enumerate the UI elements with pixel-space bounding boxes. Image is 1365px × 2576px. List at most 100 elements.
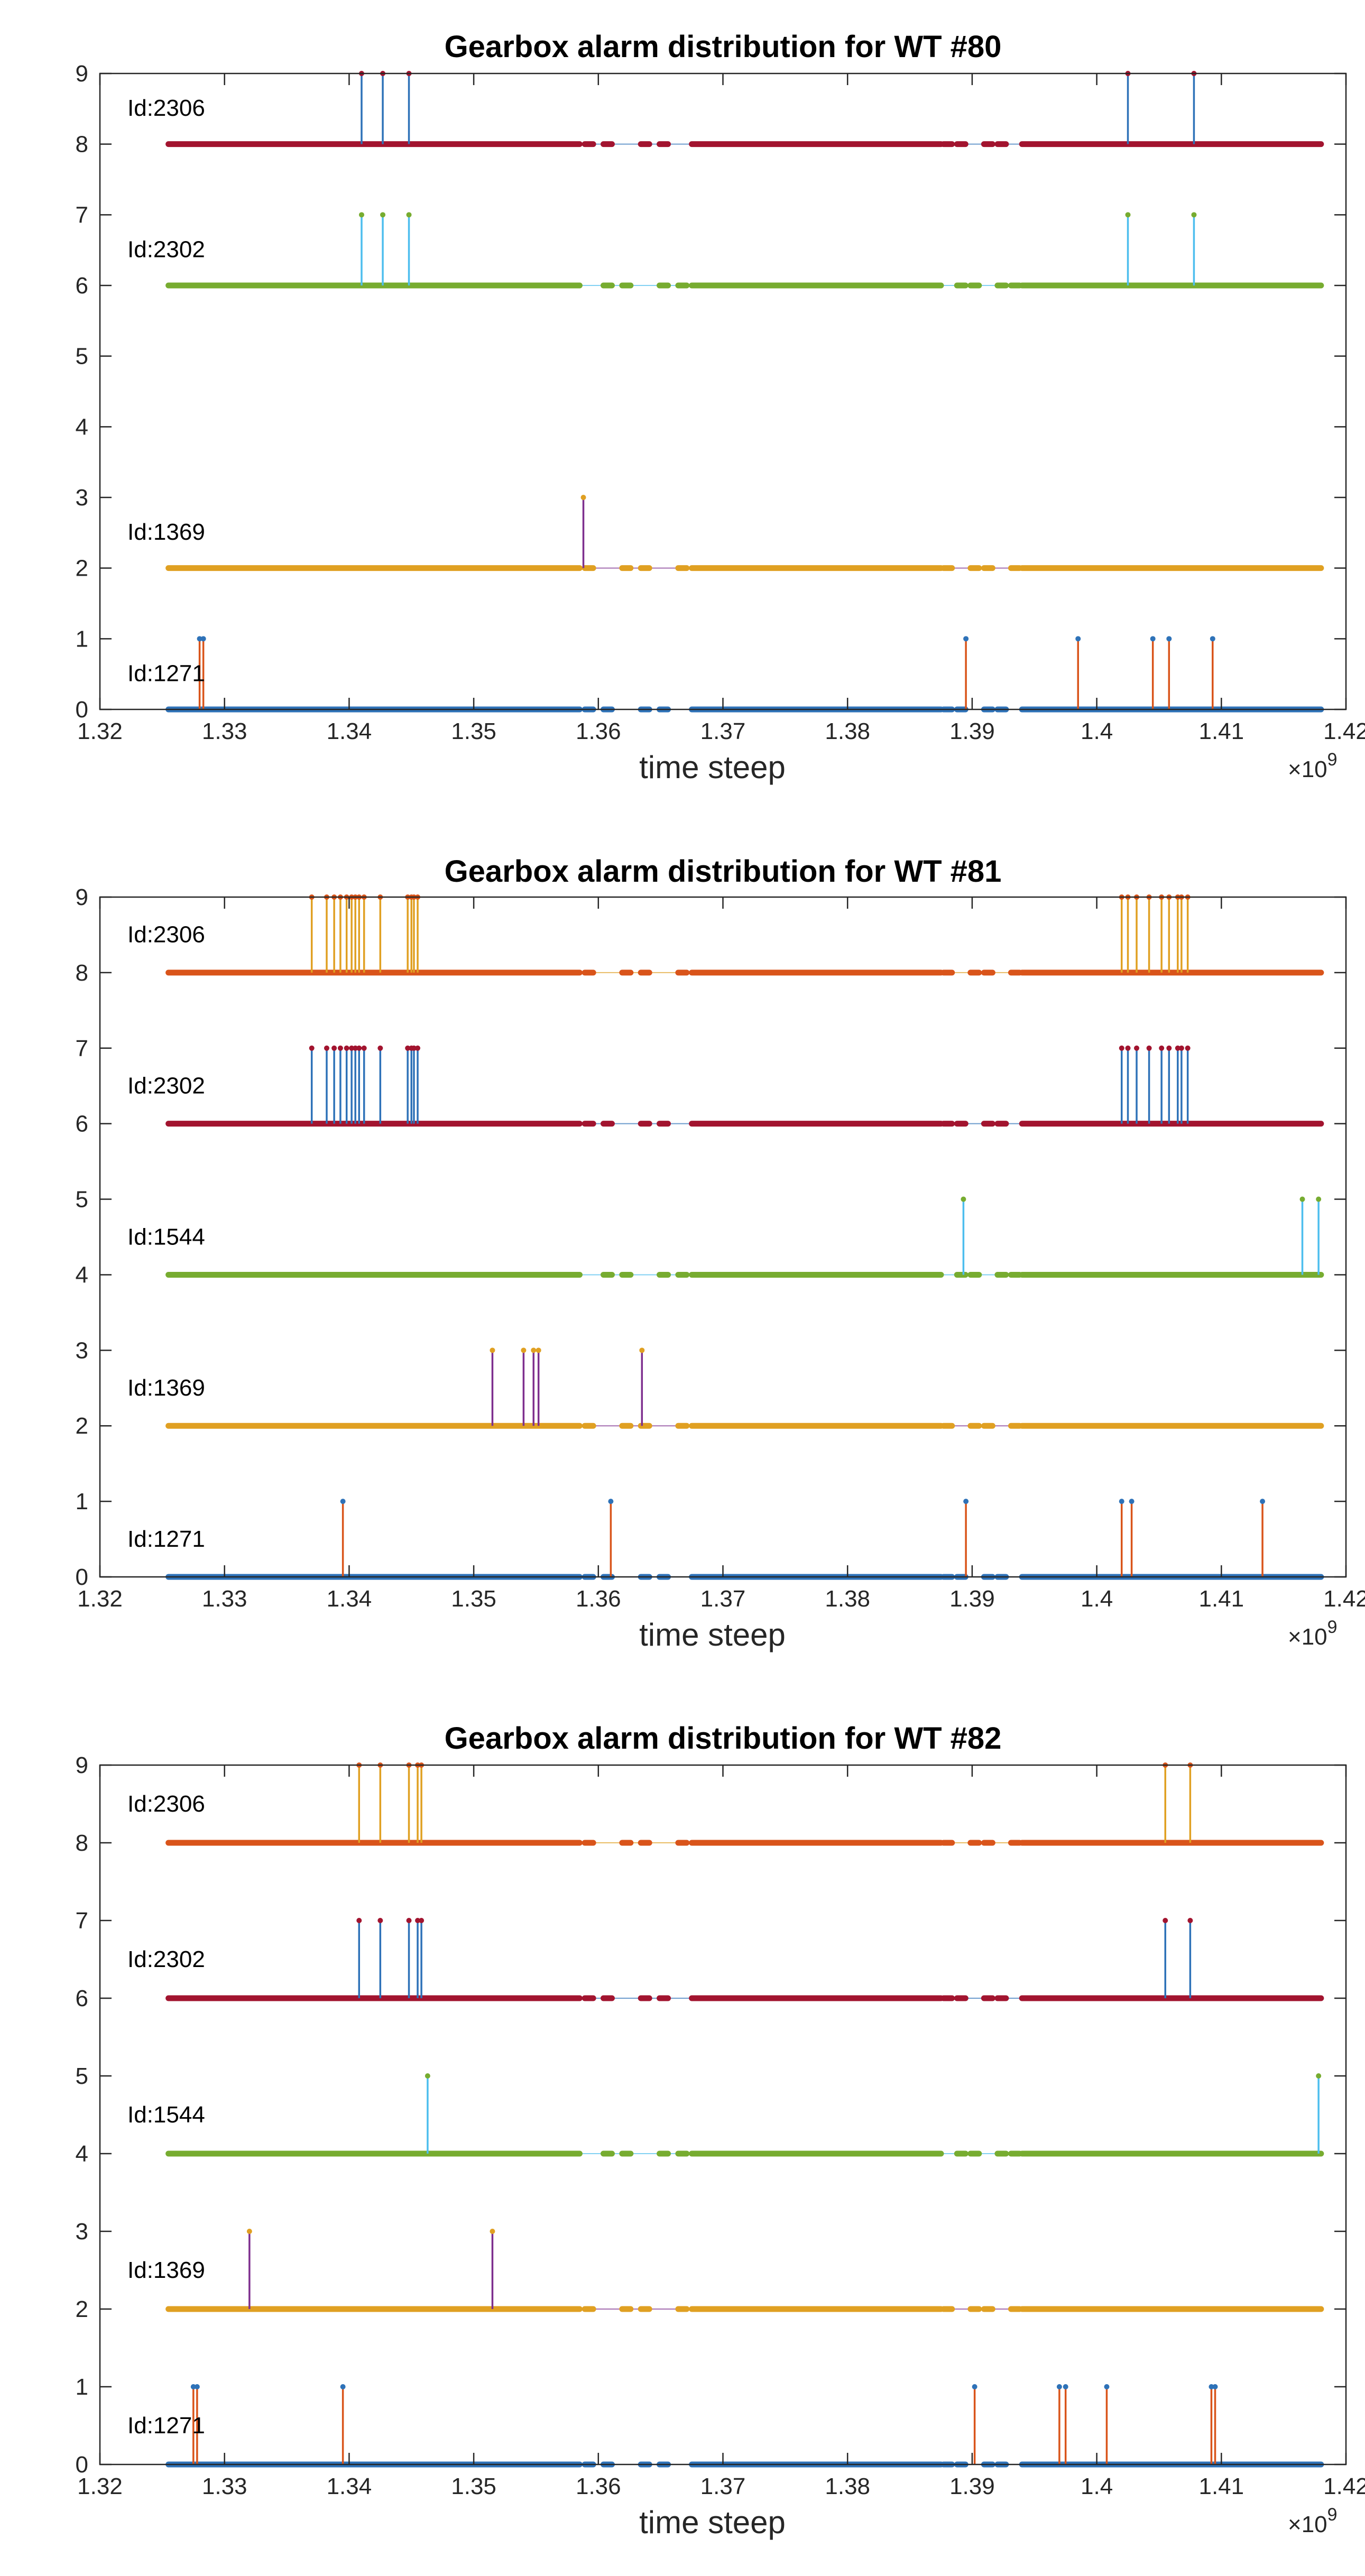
x-tick-label: 1.35 <box>451 2473 496 2499</box>
alarm-point <box>324 1045 329 1051</box>
series-Id-1544: Id:1544 <box>127 2073 1324 2157</box>
series-Id-1369: Id:1369 <box>127 1347 1324 1429</box>
alarm-point <box>1119 1045 1124 1051</box>
series-Id-1369: Id:1369 <box>127 495 1324 571</box>
alarm-point <box>331 1045 337 1051</box>
y-tick-label: 4 <box>76 2141 88 2167</box>
alarm-point <box>1175 1045 1180 1051</box>
series-Id-1369: Id:1369 <box>127 2229 1324 2312</box>
alarm-point <box>1125 1045 1131 1051</box>
series-Id-2306: Id:2306 <box>127 71 1324 147</box>
y-tick-label: 2 <box>76 1413 88 1439</box>
y-tick-label: 5 <box>76 2063 88 2089</box>
series-label: Id:2302 <box>127 1946 205 1972</box>
y-tick-label: 3 <box>76 485 88 511</box>
y-tick-label: 5 <box>76 1187 88 1213</box>
alarm-point <box>361 1045 367 1051</box>
series-label: Id:1271 <box>127 1526 205 1552</box>
x-tick-label: 1.36 <box>576 718 621 744</box>
alarm-point <box>340 1499 346 1504</box>
x-tick-label: 1.41 <box>1198 1586 1244 1612</box>
alarm-point <box>246 2229 252 2234</box>
series-label: Id:1271 <box>127 2413 205 2439</box>
chart-panel-0: Gearbox alarm distribution for WT #80 Id:… <box>76 30 1365 785</box>
y-tick-label: 4 <box>76 414 88 440</box>
y-tick-label: 3 <box>76 2219 88 2245</box>
x-axis-label: time steep <box>639 1617 786 1652</box>
x-tick-label: 1.42 <box>1323 2473 1365 2499</box>
alarm-point <box>349 1045 355 1051</box>
alarm-point <box>425 2073 430 2079</box>
y-tick-label: 0 <box>76 1564 88 1590</box>
alarm-point <box>521 1347 527 1353</box>
y-tick-label: 0 <box>76 697 88 723</box>
y-tick-label: 1 <box>76 2374 88 2400</box>
alarm-point <box>406 1918 412 1923</box>
alarm-point <box>1129 1499 1135 1504</box>
x-tick-label: 1.36 <box>576 1586 621 1612</box>
alarm-point <box>380 212 386 218</box>
chart-panel-1: Gearbox alarm distribution for WT #81 Id:… <box>76 854 1365 1652</box>
x-tick-label: 1.35 <box>451 718 496 744</box>
series-label: Id:2306 <box>127 95 205 121</box>
alarm-point <box>358 212 364 218</box>
alarm-point <box>411 1045 417 1051</box>
alarm-point <box>377 1918 383 1923</box>
y-tick-label: 9 <box>76 1752 88 1778</box>
alarm-point <box>531 1347 537 1353</box>
x-tick-label: 1.37 <box>700 718 746 744</box>
alarm-point <box>1191 212 1197 218</box>
x-tick-label: 1.34 <box>327 2473 372 2499</box>
alarm-point <box>1185 1045 1191 1051</box>
alarm-point <box>337 1045 343 1051</box>
alarm-point <box>1075 636 1081 642</box>
x-tick-label: 1.33 <box>202 718 247 744</box>
alarm-point <box>377 1045 383 1051</box>
alarm-point <box>490 2229 495 2234</box>
alarm-point <box>419 1918 425 1923</box>
y-tick-label: 8 <box>76 132 88 158</box>
x-tick-label: 1.35 <box>451 1586 496 1612</box>
series-Id-1271: Id:1271 <box>127 1499 1324 1580</box>
alarm-point <box>961 1196 966 1202</box>
alarm-point <box>608 1499 614 1504</box>
y-tick-label: 0 <box>76 2452 88 2478</box>
y-tick-label: 5 <box>76 344 88 370</box>
y-tick-label: 7 <box>76 1036 88 1061</box>
alarm-point <box>490 1347 495 1353</box>
alarm-point <box>972 2384 977 2389</box>
x-axis-label: time steep <box>639 2505 786 2540</box>
y-tick-label: 8 <box>76 1830 88 1856</box>
series-label: Id:2302 <box>127 237 205 263</box>
x-exponent-label: ×109 <box>1288 1617 1338 1650</box>
y-tick-label: 2 <box>76 2296 88 2322</box>
x-tick-label: 1.41 <box>1198 2473 1244 2499</box>
alarm-point <box>1119 1499 1124 1504</box>
x-tick-label: 1.39 <box>949 718 995 744</box>
x-tick-label: 1.33 <box>202 1586 247 1612</box>
series-label: Id:1271 <box>127 661 205 687</box>
y-tick-label: 9 <box>76 61 88 87</box>
alarm-point <box>1187 1918 1193 1923</box>
alarm-point <box>1159 1045 1165 1051</box>
x-tick-label: 1.38 <box>825 718 870 744</box>
alarm-point <box>309 1045 315 1051</box>
alarm-point <box>344 1045 349 1051</box>
series-Id-2302: Id:2302 <box>127 1918 1324 2001</box>
series-Id-2306: Id:2306 <box>127 894 1324 976</box>
alarm-point <box>1210 636 1215 642</box>
x-tick-label: 1.4 <box>1081 2473 1113 2499</box>
series-label: Id:2302 <box>127 1073 205 1099</box>
alarm-point <box>1299 1196 1305 1202</box>
x-tick-label: 1.32 <box>77 1586 123 1612</box>
chart-title: Gearbox alarm distribution for WT #80 <box>445 30 1002 64</box>
x-tick-label: 1.39 <box>949 2473 995 2499</box>
chart-panel-2: Gearbox alarm distribution for WT #82 Id:… <box>76 1721 1365 2540</box>
alarm-point <box>1212 2384 1218 2389</box>
series-label: Id:2306 <box>127 922 205 948</box>
x-tick-label: 1.39 <box>949 1586 995 1612</box>
alarm-point <box>415 1918 421 1923</box>
alarm-point <box>1316 1196 1322 1202</box>
alarm-point <box>190 2384 196 2389</box>
